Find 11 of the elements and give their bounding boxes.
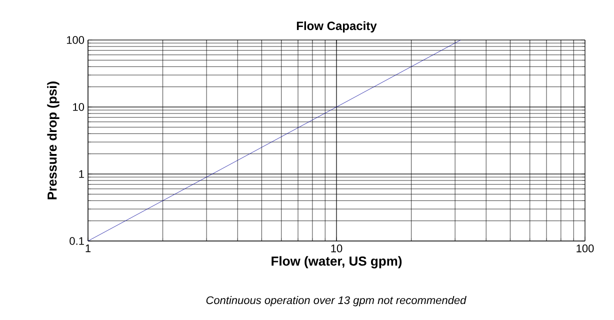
x-axis-title: Flow (water, US gpm): [272, 256, 402, 268]
chart-title: Flow Capacity: [296, 21, 377, 32]
y-tick-label: 0.1: [70, 237, 84, 245]
x-tick-label: 1: [86, 244, 91, 252]
x-tick-label: 10: [331, 244, 342, 252]
y-axis-title: Pressure drop (psi): [47, 82, 60, 200]
y-tick-label: 100: [66, 36, 84, 44]
y-tick-label: 10: [73, 103, 84, 111]
y-tick-label: 1: [79, 170, 84, 178]
text: Continuous operation over 13 gpm not recommended: [206, 296, 466, 306]
x-tick-label: 100: [576, 244, 594, 252]
